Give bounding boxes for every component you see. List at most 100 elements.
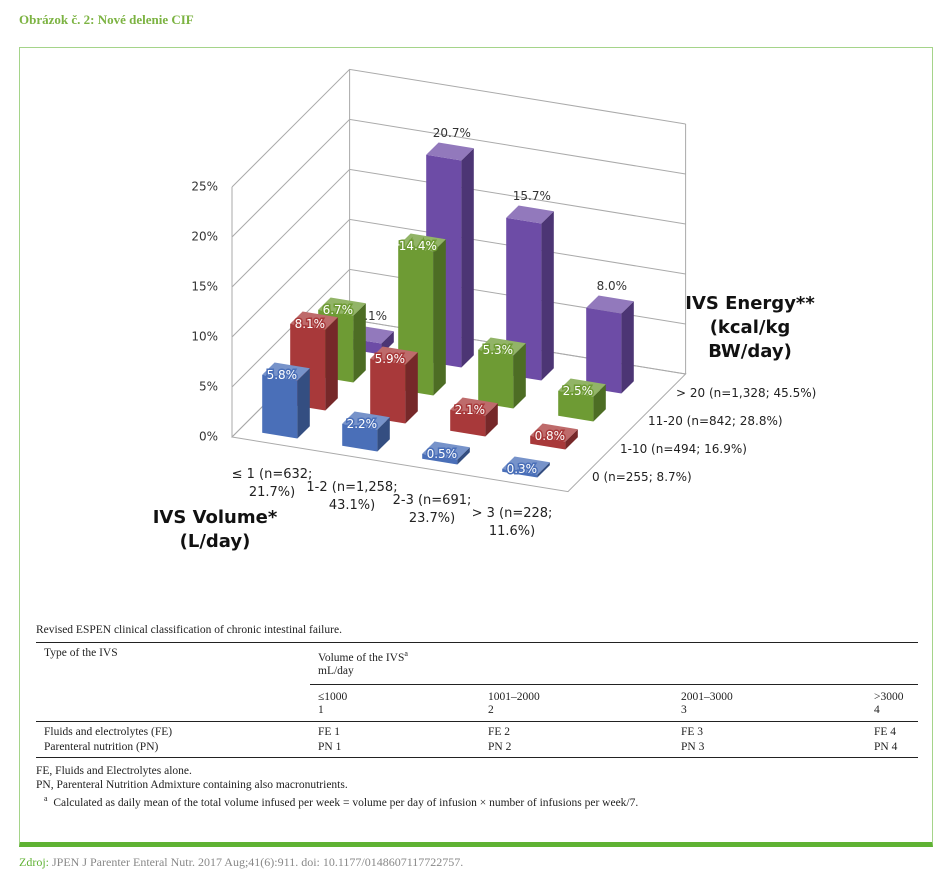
header-unit: mL/day: [318, 664, 354, 677]
grid-line: [231, 168, 686, 288]
value-label: 0.5%: [427, 447, 458, 461]
bar-top: [318, 297, 366, 316]
series-label: 1-10 (n=494; 16.9%): [620, 442, 747, 456]
bar-front: [586, 307, 622, 394]
cell: PN 1: [318, 740, 342, 753]
value-label: 2.1%: [455, 403, 486, 417]
row-label: Parenteral nutrition (PN): [44, 740, 159, 753]
bar-side: [513, 343, 526, 409]
cell: >3000 4: [866, 684, 918, 721]
bar-side: [457, 447, 470, 465]
bar-front: [450, 409, 486, 437]
x-tick-label: > 3 (n=228; 11.6%): [471, 505, 553, 539]
y-tick-label: 5%: [199, 380, 218, 394]
x-axis-title: IVS Volume* (L/day): [152, 507, 278, 552]
column-index: 3: [681, 703, 687, 716]
bar: [478, 337, 526, 409]
bar-side: [405, 352, 418, 424]
bar: [398, 233, 446, 396]
chart: 0%5%10%15%20%25%1.1%20.7%15.7%8.0%6.7%14…: [191, 68, 816, 493]
cell: FE 4: [874, 725, 897, 738]
bar-side: [593, 384, 606, 422]
bar-front: [558, 390, 594, 422]
footnote-mark: a: [404, 649, 408, 658]
bar: [342, 411, 390, 452]
bar-top: [502, 456, 550, 475]
bar-front: [342, 423, 378, 452]
cell: [36, 684, 310, 721]
footnote: a Calculated as daily mean of the total …: [36, 792, 920, 810]
footnote-mark: a: [44, 793, 48, 803]
footnote-text: Calculated as daily mean of the total vo…: [53, 796, 639, 809]
bar-front: [506, 217, 542, 381]
bar: [502, 456, 550, 478]
bar-front: [502, 468, 538, 478]
value-label: 2.5%: [563, 384, 594, 398]
y-tick-label: 0%: [199, 430, 218, 444]
value-label: 8.1%: [295, 317, 326, 331]
series-label: 11-20 (n=842; 28.8%): [648, 414, 783, 428]
cell: PN 2: [488, 740, 512, 753]
bar-front: [422, 453, 458, 465]
value-label: 2.2%: [347, 417, 378, 431]
bar-side: [297, 368, 310, 439]
x-tick-label: 1-2 (n=1,258; 43.1%): [306, 479, 398, 513]
table-block: Revised ESPEN clinical classification of…: [36, 624, 920, 810]
value-label: 0.3%: [507, 462, 538, 476]
bar-front: [262, 374, 298, 439]
grid-line: [231, 218, 686, 338]
bar-top: [290, 311, 338, 330]
x-tick-label: 2-3 (n=691; 23.7%): [392, 492, 472, 526]
bar-top: [398, 233, 446, 252]
series-label: 0 (n=255; 8.7%): [592, 470, 692, 484]
bar-side: [621, 301, 634, 394]
bar-side: [353, 303, 366, 383]
value-label: 6.7%: [323, 303, 354, 317]
bar-front: [478, 349, 514, 409]
figure-title: Obrázok č. 2: Nové delenie CIF: [19, 12, 194, 27]
bar-top: [450, 397, 498, 416]
footnote: PN, Parenteral Nutrition Admixture conta…: [36, 778, 348, 791]
z-axis-title: IVS Energy** (kcal/kg BW/day): [685, 293, 815, 362]
header-cell: Volume of the IVSa mL/day: [310, 642, 918, 685]
source-text: JPEN J Parenter Enteral Nutr. 2017 Aug;4…: [52, 855, 464, 869]
grid-line: [231, 68, 686, 188]
bar-side: [461, 148, 474, 368]
row-label: Fluids and electrolytes (FE): [44, 725, 173, 738]
value-label: 5.9%: [375, 352, 406, 366]
cell: PN 3: [681, 740, 705, 753]
series-label: > 20 (n=1,328; 45.5%): [676, 386, 816, 400]
column-range: ≤1000: [318, 690, 348, 703]
bar-top: [342, 411, 390, 430]
bar: [558, 378, 606, 422]
column-index: 4: [874, 703, 880, 716]
cell: FE 3: [681, 725, 704, 738]
value-label: 0.8%: [535, 429, 566, 443]
column-index: 2: [488, 703, 494, 716]
value-label: 14.4%: [399, 239, 437, 253]
bar-side: [485, 403, 498, 437]
cell: FE 2: [488, 725, 511, 738]
bar-side: [541, 211, 554, 381]
grid-line: [231, 118, 686, 238]
table: Type of the IVS Volume of the IVSa mL/day…: [36, 642, 918, 758]
bar-top: [422, 441, 470, 460]
bar-side: [433, 239, 446, 396]
value-label: 5.3%: [483, 343, 514, 357]
bar: [506, 205, 554, 381]
footnote: FE, Fluids and Electrolytes alone.: [36, 764, 192, 777]
bar-top: [262, 362, 310, 381]
column-index: 1: [318, 703, 324, 716]
bar-front: [530, 435, 566, 450]
header-text: Volume of the IVS: [318, 651, 405, 664]
bar-top: [586, 295, 634, 314]
cell: FE 1: [318, 725, 341, 738]
column-range: >3000: [874, 690, 904, 703]
cell: 2001–3000 3: [673, 684, 866, 721]
cell: 1001–2000 2: [480, 684, 673, 721]
bar: [422, 441, 470, 465]
y-tick-label: 15%: [191, 280, 218, 294]
source-label: Zdroj:: [19, 855, 49, 869]
cell: PN 4: [874, 740, 898, 753]
